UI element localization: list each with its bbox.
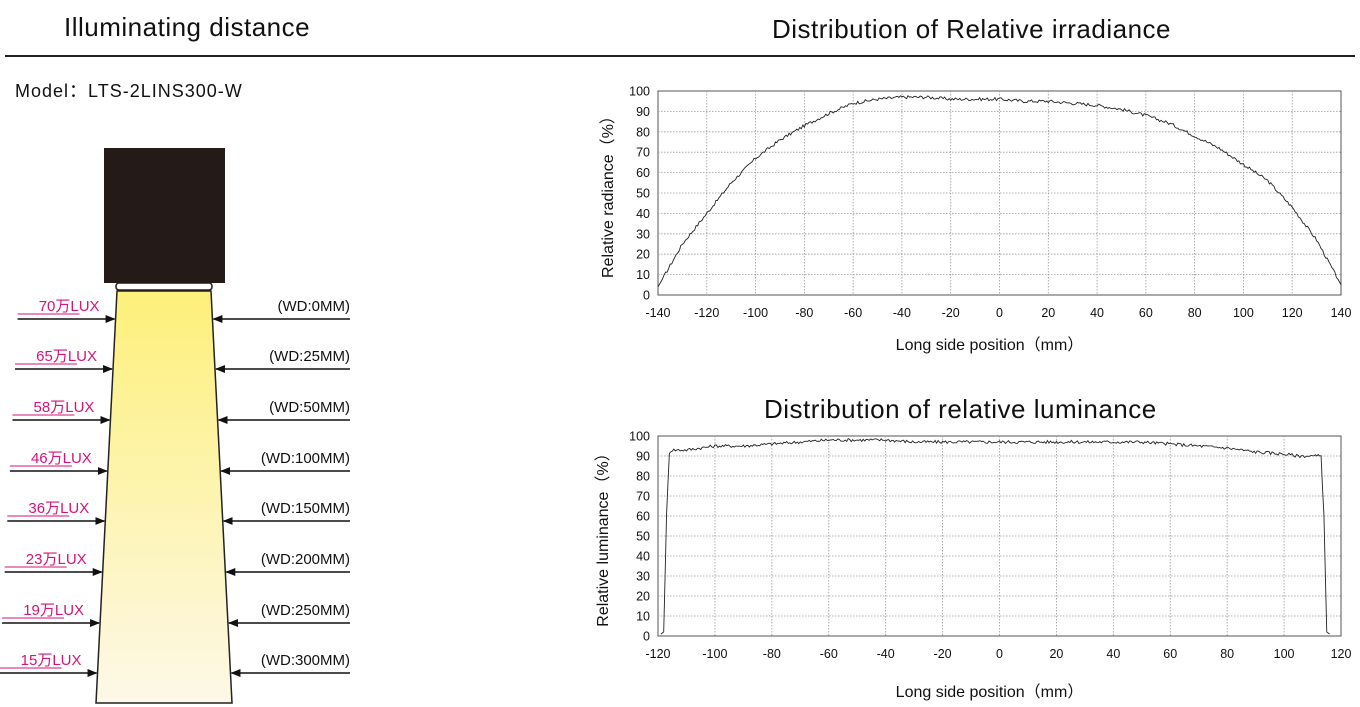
irradiance-chart: -140 -120 -100 -80 -60 -40 -20 0 20 40 60 80 100 120 1… (599, 85, 1351, 355)
working-distance-label: (WD:50MM) (269, 399, 350, 416)
x-tick-label: -80 (795, 306, 813, 320)
model-label: Model：LTS-2LINS300-W (15, 81, 243, 101)
irradiance-chart-title: Distribution of Relative irradiance (772, 14, 1172, 44)
y-tick-label: 40 (636, 550, 650, 564)
light-beam (95, 290, 233, 704)
light-emitting-window (115, 282, 213, 291)
x-tick-label: 120 (1331, 647, 1352, 661)
x-tick-label: -60 (844, 306, 862, 320)
x-tick-label: 0 (996, 306, 1003, 320)
x-tick-label: -60 (820, 647, 838, 661)
x-axis-label: Long side position（mm） (896, 683, 1084, 701)
luminance-chart: -120 -100 -80 -60 -40 -20 0 20 40 60 80 100 120 0 10 20… (594, 430, 1351, 702)
working-distance-label: (WD:25MM) (269, 348, 350, 365)
luminance-chart-title: Distribution of relative luminance (764, 394, 1157, 424)
working-distance-label: (WD:250MM) (261, 602, 350, 619)
x-tick-label: -80 (763, 647, 781, 661)
x-tick-label: 120 (1282, 306, 1303, 320)
working-distance-label: (WD:200MM) (261, 551, 350, 568)
x-tick-label: -100 (743, 306, 768, 320)
y-tick-label: 80 (636, 470, 650, 484)
y-tick-label: 100 (629, 85, 650, 99)
working-distance-label: (WD:0MM) (278, 298, 350, 315)
x-tick-label: 140 (1331, 306, 1352, 320)
illuminating-distance-diagram: 70万LUX (WD:0MM) 65万LUX (WD:25MM) 58万LUX (WD:5… (0, 148, 350, 704)
y-axis-label: Relative radiance（%） (599, 108, 617, 278)
x-tick-label: -100 (702, 647, 727, 661)
x-tick-label: 80 (1220, 647, 1234, 661)
y-tick-label: 0 (643, 289, 650, 303)
x-tick-label: 0 (996, 647, 1003, 661)
y-tick-label: 30 (636, 227, 650, 241)
y-tick-label: 20 (636, 248, 650, 262)
lux-label: 36万LUX (28, 500, 89, 517)
x-tick-label: -120 (645, 647, 670, 661)
y-tick-label: 20 (636, 590, 650, 604)
data-series-line (657, 95, 1342, 288)
y-tick-label: 50 (636, 530, 650, 544)
x-tick-label: 20 (1041, 306, 1055, 320)
x-tick-label: 40 (1090, 306, 1104, 320)
y-tick-label: 30 (636, 570, 650, 584)
working-distance-label: (WD:300MM) (261, 652, 350, 669)
lux-label: 46万LUX (31, 450, 92, 467)
data-series-line (660, 437, 1330, 635)
y-tick-label: 50 (636, 187, 650, 201)
y-tick-label: 90 (636, 450, 650, 464)
x-axis-label: Long side position（mm） (896, 336, 1084, 354)
lux-label: 19万LUX (23, 602, 84, 619)
x-tick-label: -120 (694, 306, 719, 320)
lux-label: 23万LUX (26, 551, 87, 568)
x-tick-label: 60 (1163, 647, 1177, 661)
x-tick-label: -40 (893, 306, 911, 320)
header-divider (5, 55, 1355, 57)
y-tick-label: 0 (643, 630, 650, 644)
x-tick-label: 60 (1139, 306, 1153, 320)
illuminating-distance-title: Illuminating distance (64, 12, 311, 42)
x-tick-label: -40 (877, 647, 895, 661)
x-tick-label: -20 (942, 306, 960, 320)
y-tick-label: 100 (629, 430, 650, 444)
working-distance-label: (WD:150MM) (261, 500, 350, 517)
y-axis-label: Relative luminance（%） (594, 445, 612, 626)
x-tick-label: 100 (1233, 306, 1254, 320)
x-tick-label: -20 (934, 647, 952, 661)
lux-label: 58万LUX (34, 399, 95, 416)
lux-label: 65万LUX (36, 348, 97, 365)
x-tick-label: 20 (1049, 647, 1063, 661)
y-tick-label: 60 (636, 166, 650, 180)
y-tick-label: 70 (636, 490, 650, 504)
y-tick-label: 60 (636, 510, 650, 524)
y-tick-label: 10 (636, 268, 650, 282)
y-tick-label: 40 (636, 207, 650, 221)
y-tick-label: 80 (636, 125, 650, 139)
light-source-body (104, 148, 225, 283)
working-distance-label: (WD:100MM) (261, 450, 350, 467)
lux-label: 70万LUX (39, 298, 100, 315)
y-tick-label: 70 (636, 146, 650, 160)
y-tick-label: 90 (636, 105, 650, 119)
x-tick-label: 40 (1106, 647, 1120, 661)
lux-label: 15万LUX (21, 652, 82, 669)
y-tick-label: 10 (636, 610, 650, 624)
x-tick-label: -140 (645, 306, 670, 320)
x-tick-label: 80 (1188, 306, 1202, 320)
x-tick-label: 100 (1274, 647, 1295, 661)
